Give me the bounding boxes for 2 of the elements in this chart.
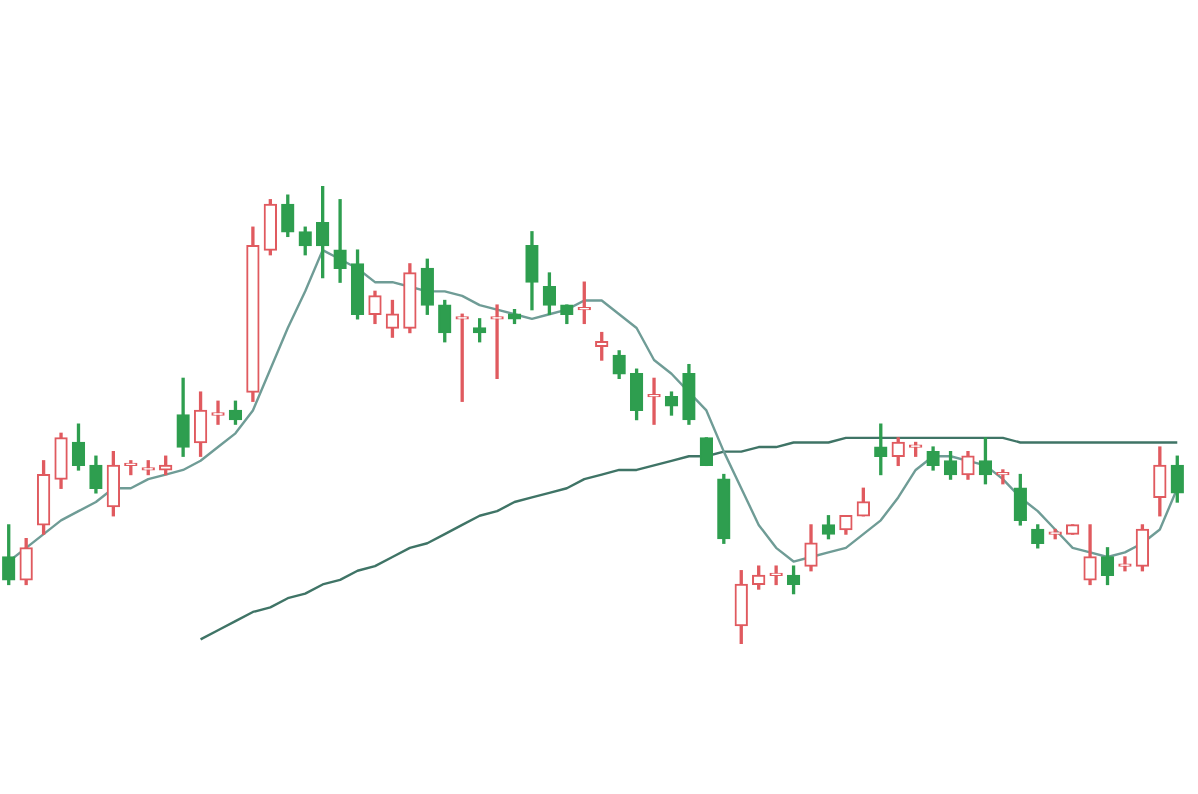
candlestick: [211, 400, 225, 425]
candlestick: [333, 199, 347, 283]
